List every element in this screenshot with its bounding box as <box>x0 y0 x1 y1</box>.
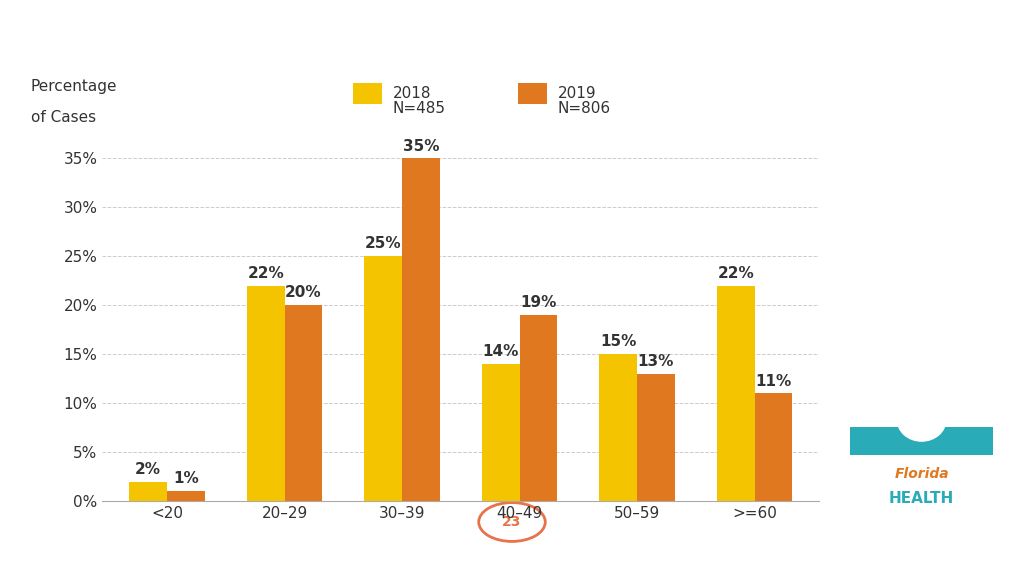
Text: Acute Hepatitis C by Age Group: Acute Hepatitis C by Age Group <box>141 25 883 67</box>
Text: N=806: N=806 <box>557 101 610 116</box>
Text: 20%: 20% <box>285 285 322 301</box>
Bar <box>247 286 285 501</box>
Text: Florida: Florida <box>894 467 949 481</box>
Bar <box>285 305 323 501</box>
Text: 1%: 1% <box>173 471 199 486</box>
Bar <box>402 158 439 501</box>
Text: 14%: 14% <box>482 344 519 359</box>
Text: 2018: 2018 <box>392 86 431 101</box>
Text: 15%: 15% <box>600 334 637 349</box>
Text: 2019: 2019 <box>557 86 596 101</box>
Text: 35%: 35% <box>402 138 439 153</box>
Bar <box>637 374 675 501</box>
Text: of Cases: of Cases <box>31 110 96 125</box>
Bar <box>599 354 637 501</box>
Text: HEALTH: HEALTH <box>889 491 954 506</box>
Text: 2%: 2% <box>135 461 161 477</box>
Text: 11%: 11% <box>756 373 792 389</box>
Circle shape <box>897 398 946 441</box>
Bar <box>850 427 993 455</box>
Text: 19%: 19% <box>520 295 556 310</box>
Bar <box>365 256 402 501</box>
Text: 22%: 22% <box>248 266 284 281</box>
Text: Percentage: Percentage <box>31 79 117 94</box>
Text: 25%: 25% <box>365 236 401 251</box>
Ellipse shape <box>479 502 545 541</box>
Bar <box>518 84 547 104</box>
Text: 13%: 13% <box>638 354 674 369</box>
Text: N=485: N=485 <box>392 101 445 116</box>
Bar <box>717 286 755 501</box>
Text: 22%: 22% <box>718 266 754 281</box>
Text: 23: 23 <box>503 515 521 529</box>
Bar <box>167 491 205 501</box>
Bar <box>353 84 382 104</box>
Bar <box>129 482 167 501</box>
Bar <box>755 393 793 501</box>
Bar <box>519 315 557 501</box>
Bar <box>482 364 519 501</box>
